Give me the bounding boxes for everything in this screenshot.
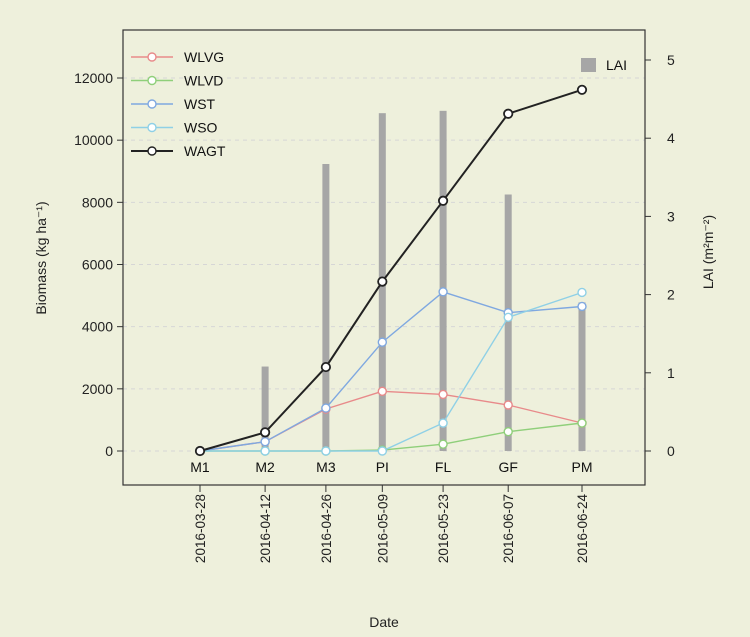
series-point-wso <box>577 287 587 298</box>
x-tick-label: 2016-05-09 <box>375 494 390 563</box>
y-left-axis-label: Biomass (kg ha⁻¹) <box>33 201 49 314</box>
legend-label-wso: WSO <box>184 120 218 136</box>
legends: WLVG WLVD WST WSO WAGT LAI <box>131 49 627 159</box>
x-tick-label: 2016-06-07 <box>501 494 516 563</box>
legend-swatch-lai <box>581 58 596 72</box>
series-point-wlvg <box>503 400 513 410</box>
series-point-wagt <box>320 361 331 373</box>
series-point-wlvg <box>438 389 448 400</box>
series-point-wso <box>260 446 270 456</box>
grid <box>123 77 645 452</box>
legend-marker-wlvd <box>147 75 157 86</box>
series-point-wlvd <box>503 427 513 437</box>
legend-marker-wagt <box>147 146 157 156</box>
series-point-wlvd <box>577 418 587 428</box>
series-point-wso <box>438 418 448 428</box>
legend-marker-wst <box>147 99 157 109</box>
series-point-wagt <box>503 108 514 119</box>
lai-bar <box>504 194 512 451</box>
lai-bar <box>578 302 586 451</box>
y-right-tick-label: 3 <box>667 208 675 224</box>
x-tick-label: 2016-03-28 <box>193 494 208 563</box>
y-left-tick-label: 10000 <box>74 132 113 148</box>
y-left-tick-label: 8000 <box>82 194 113 210</box>
x-axis-label: Date <box>369 614 399 630</box>
series-point-wso <box>321 446 331 456</box>
lai-bar <box>322 164 330 452</box>
stage-label: GF <box>498 459 517 475</box>
y-right-axis-label: LAI (m²m⁻²) <box>700 215 716 289</box>
y-left-tick-label: 4000 <box>82 319 113 335</box>
series-point-wlvd <box>438 439 448 449</box>
legend-label-wlvg: WLVG <box>184 49 224 65</box>
y-right-tick-label: 4 <box>667 130 675 146</box>
stage-label: M2 <box>255 459 275 475</box>
series-point-wso <box>503 312 513 323</box>
legend-marker-wso <box>147 122 157 133</box>
stage-label: FL <box>435 459 452 475</box>
series-point-wagt <box>576 84 588 95</box>
legend-label-wst: WST <box>184 96 216 112</box>
series-point-wagt <box>194 445 206 457</box>
x-tick-label: 2016-04-12 <box>258 494 273 563</box>
axes: M1 M2 M3 PI FL GF PM 0 2000 4000 6000 8000 10000 1200… <box>33 52 716 563</box>
y-right-tick-label: 2 <box>667 287 675 303</box>
y-right-tick-label: 5 <box>667 52 675 68</box>
series-point-wst <box>438 287 448 297</box>
y-right-tick-label: 0 <box>667 443 675 459</box>
x-tick-label: 2016-05-23 <box>436 494 451 563</box>
y-left-tick-label: 12000 <box>74 70 113 86</box>
series-point-wso <box>377 446 388 456</box>
lai-bar <box>439 110 447 451</box>
legend-label-wlvd: WLVD <box>184 73 223 89</box>
lai-bar <box>261 366 269 451</box>
y-left-tick-label: 2000 <box>82 381 113 397</box>
y-left-tick-label: 6000 <box>82 257 113 273</box>
series-point-wagt <box>260 427 271 438</box>
series-point-wagt <box>437 195 449 206</box>
biomass-lines <box>194 84 588 457</box>
x-tick-label: 2016-04-26 <box>319 494 334 563</box>
legend-label-wagt: WAGT <box>184 143 226 159</box>
series-point-wst <box>260 436 270 447</box>
series-point-wst <box>377 337 388 347</box>
legend-label-lai: LAI <box>606 57 627 73</box>
x-tick-label: 2016-06-24 <box>575 494 590 564</box>
series-point-wlvg <box>377 386 388 397</box>
y-left-tick-label: 0 <box>105 443 113 459</box>
y-right-tick-label: 1 <box>667 365 675 381</box>
stage-label: M1 <box>190 459 210 475</box>
series-point-wagt <box>377 276 388 287</box>
stage-label: M3 <box>316 459 336 475</box>
stage-label: PI <box>376 459 389 475</box>
plot-frame <box>122 29 646 486</box>
series-point-wst <box>321 403 331 413</box>
legend-marker-wlvg <box>147 52 157 62</box>
series-point-wst <box>577 301 587 312</box>
stage-label: PM <box>572 459 593 475</box>
